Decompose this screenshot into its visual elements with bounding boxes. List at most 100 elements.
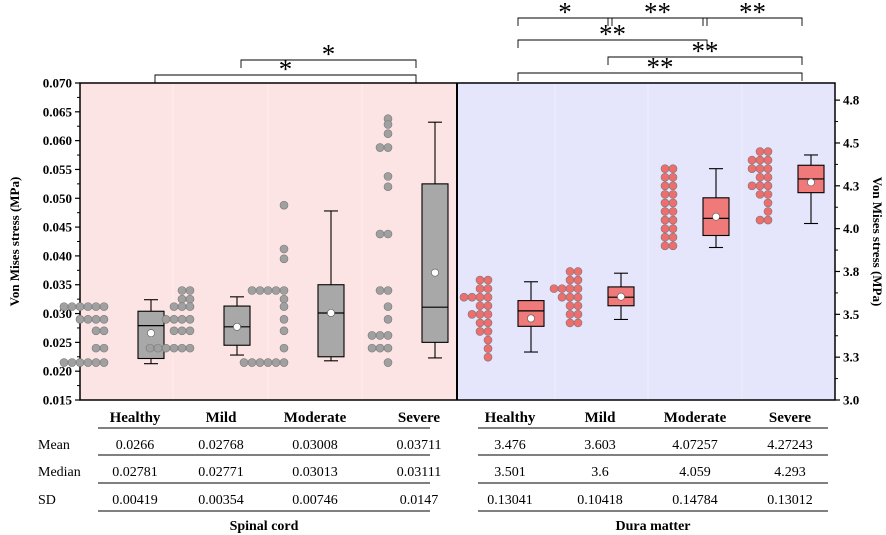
data-point [177,315,187,324]
data-point [668,207,678,216]
data-point [383,182,393,192]
table-cell: 0.10418 [577,493,623,508]
category-label: Severe [398,410,441,426]
data-point [145,343,155,353]
data-point [763,172,773,182]
category-label: Healthy [110,410,161,426]
data-point [279,200,289,210]
significance-label: * [279,54,293,84]
data-point [668,164,678,173]
data-point [185,326,195,336]
data-point [91,358,101,367]
data-point [660,215,670,225]
data-point [67,358,77,367]
significance-bracket [607,56,803,65]
data-point [161,343,171,353]
data-point [59,358,69,367]
data-point [169,326,179,336]
table-cell: 0.02781 [112,465,158,480]
data-point [483,318,493,328]
category-label: Mild [585,410,616,426]
table-cell: 4.293 [774,465,806,480]
data-point [99,315,109,324]
data-point [573,267,583,276]
data-point [185,315,195,324]
table-cell: 4.27243 [767,438,813,453]
data-point [279,244,289,254]
group-label: Spinal cord [230,519,299,534]
data-point [75,315,85,324]
table-cell: 0.00746 [292,493,338,508]
data-point [483,310,493,319]
data-point [375,143,385,152]
category-label: Moderate [664,410,727,426]
data-point [763,190,773,199]
significance-bracket [702,17,803,26]
data-point [475,318,485,328]
data-point [383,120,393,129]
data-point [177,326,187,336]
category-label: Healthy [485,410,536,426]
data-point [383,129,393,139]
data-point [279,254,289,264]
data-point [483,292,493,302]
data-point [185,286,195,295]
data-point [279,294,289,304]
significance-label: ** [599,19,626,49]
data-point [383,143,393,152]
left-tick-label: 0.065 [43,104,73,119]
right-tick-label: 4.8 [843,93,860,108]
data-point [169,343,179,353]
data-point [573,284,583,293]
data-point [668,232,678,242]
left-tick-label: 0.070 [43,76,72,91]
table-cell: 0.0266 [116,438,155,453]
left-tick-label: 0.035 [43,277,73,292]
category-label: Moderate [284,410,347,426]
right-tick-label: 3.3 [843,350,860,365]
left-tick-label: 0.020 [43,364,72,379]
data-point [169,315,179,324]
data-point [573,301,583,311]
right-axis-title: Von Mises stress (MPa) [870,177,885,307]
significance-label: * [558,0,572,27]
data-point [83,315,93,324]
data-point [67,302,77,311]
significance-label: * [322,39,336,69]
category-label: Mild [206,410,237,426]
table-cell: 0.02768 [198,438,244,453]
right-tick-label: 3.5 [843,307,860,322]
left-tick-label: 0.045 [43,220,73,235]
data-point [475,327,485,336]
table-cell: 3.476 [494,438,526,453]
mean-marker [431,268,439,277]
mean-marker [147,329,155,338]
table-cell: 4.059 [679,465,711,480]
data-point [239,358,249,367]
data-point [383,358,393,367]
data-point [177,286,187,295]
data-point [483,335,493,345]
data-point [660,241,670,251]
data-point [467,292,477,302]
data-point [185,302,195,311]
data-point [383,343,393,353]
data-point [247,286,257,295]
mean-marker [807,178,815,187]
significance-label: ** [644,0,671,27]
right-tick-label: 3.0 [843,393,859,408]
right-tick-label: 3.8 [843,264,860,279]
left-tick-label: 0.050 [43,191,72,206]
data-point [383,172,393,181]
data-point [573,275,583,285]
table-row-label: SD [38,493,56,508]
data-point [459,292,469,302]
mean-marker [712,212,720,221]
right-tick-label: 4.0 [843,221,859,236]
data-point [755,215,765,225]
data-point [279,343,289,353]
table-cell: 4.07257 [672,438,718,453]
significance-bracket [607,17,708,26]
data-point [91,326,101,336]
